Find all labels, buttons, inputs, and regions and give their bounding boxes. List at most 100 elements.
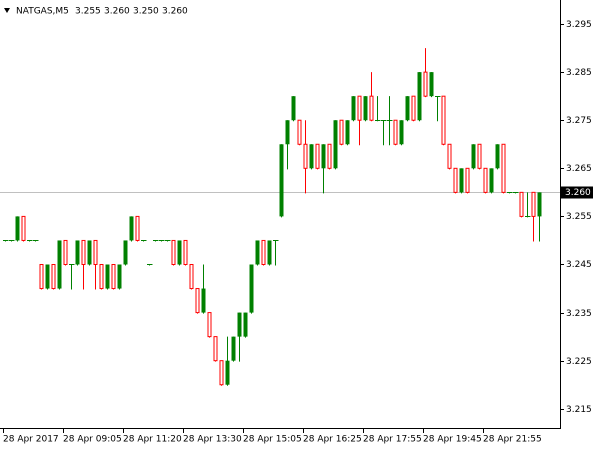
body	[225, 360, 230, 385]
body	[285, 120, 290, 145]
body	[231, 336, 236, 361]
body	[309, 144, 314, 169]
x-tick-label: 28 Apr 16:25	[303, 435, 362, 445]
body	[75, 240, 80, 265]
header-values: 3.255 3.260 3.250 3.260	[75, 7, 188, 17]
body	[321, 144, 326, 169]
body	[501, 143, 506, 193]
y-tick-label: 3.255	[566, 212, 592, 222]
body	[117, 264, 122, 289]
x-tick-label: 28 Apr 11:20	[123, 435, 182, 445]
ohlc-value: 3.260	[104, 7, 130, 17]
body	[495, 144, 500, 169]
body	[351, 96, 356, 121]
body	[357, 95, 362, 121]
price-label-bg	[561, 186, 593, 199]
body	[111, 263, 116, 290]
body	[333, 120, 338, 169]
body	[237, 312, 242, 337]
body	[207, 312, 212, 338]
body	[189, 263, 194, 290]
body	[105, 264, 110, 289]
body	[399, 120, 404, 145]
body	[531, 191, 536, 217]
body	[267, 240, 272, 265]
y-tick-label: 3.225	[566, 357, 592, 367]
body	[63, 239, 68, 265]
body	[99, 263, 104, 290]
body	[93, 239, 98, 265]
x-tick-label: 28 Apr 2017	[3, 435, 59, 445]
body	[87, 240, 92, 265]
body	[537, 192, 542, 217]
body	[453, 167, 458, 193]
ohlc-value: 3.255	[75, 7, 101, 17]
body	[315, 143, 320, 169]
x-tick-label: 28 Apr 21:55	[483, 435, 542, 445]
body	[39, 263, 44, 290]
body	[51, 263, 56, 290]
body	[135, 215, 140, 241]
body	[129, 216, 134, 241]
menu-arrow[interactable]	[4, 8, 10, 13]
body	[279, 144, 284, 217]
y-tick-label: 3.275	[566, 116, 592, 126]
body	[345, 120, 350, 145]
body	[447, 143, 452, 169]
body	[177, 240, 182, 265]
body	[45, 264, 50, 289]
body	[255, 240, 260, 265]
body	[243, 312, 248, 337]
y-tick-label: 3.245	[566, 260, 592, 270]
x-tick-label: 28 Apr 19:45	[423, 435, 482, 445]
body	[369, 95, 374, 121]
body	[489, 168, 494, 193]
body	[123, 240, 128, 265]
x-tick-label: 28 Apr 09:05	[63, 435, 122, 445]
body	[477, 143, 482, 169]
y-tick-label: 3.285	[566, 68, 592, 78]
body	[519, 191, 524, 217]
body	[429, 72, 434, 97]
body	[417, 72, 422, 121]
symbol: NATGAS,M5	[16, 7, 69, 17]
ohlc-value: 3.260	[162, 7, 188, 17]
body	[21, 215, 26, 241]
body	[183, 239, 188, 265]
body	[261, 239, 266, 265]
y-tick-label: 3.215	[566, 405, 592, 415]
body	[423, 71, 428, 97]
body	[327, 143, 332, 169]
body	[297, 119, 302, 145]
body	[291, 96, 296, 121]
body	[393, 119, 398, 145]
y-tick-label: 3.265	[566, 164, 592, 174]
ohlc-value: 3.250	[133, 7, 159, 17]
x-tick-label: 28 Apr 17:55	[363, 435, 422, 445]
body	[81, 239, 86, 265]
y-tick-label: 3.295	[566, 20, 592, 30]
body	[483, 167, 488, 193]
body	[195, 288, 200, 314]
body	[471, 144, 476, 169]
body	[411, 95, 416, 121]
body	[441, 95, 446, 145]
body	[57, 240, 62, 289]
price-label: 3.260	[565, 188, 591, 198]
y-tick-label: 3.235	[566, 309, 592, 319]
body	[249, 264, 254, 313]
body	[171, 239, 176, 265]
body	[465, 167, 470, 193]
body	[201, 288, 206, 313]
body	[15, 216, 20, 241]
x-tick-label: 28 Apr 13:30	[183, 435, 242, 445]
body	[219, 360, 224, 386]
body	[339, 119, 344, 145]
body	[213, 336, 218, 362]
body	[303, 143, 308, 169]
x-tick-label: 28 Apr 15:05	[243, 435, 302, 445]
body	[363, 96, 368, 121]
body	[459, 168, 464, 193]
